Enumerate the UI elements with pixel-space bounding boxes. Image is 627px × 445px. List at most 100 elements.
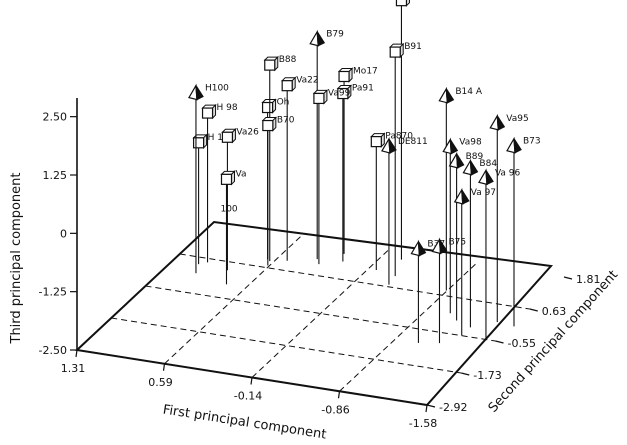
data-point: B70: [261, 116, 295, 266]
cube-marker: [338, 70, 350, 83]
y-tick-mark: [529, 308, 538, 312]
floor-grid-line-y: [179, 253, 530, 310]
cube-marker: [221, 131, 234, 143]
data-point: Pa870: [370, 132, 413, 270]
point-label: H 98: [217, 103, 238, 113]
point-label: B90: [410, 0, 428, 1]
data-point: B73: [506, 137, 541, 327]
x-tick-mark: [162, 363, 166, 371]
pyramid-marker-right: [388, 138, 397, 154]
cube-marker: [192, 137, 205, 149]
cube-marker: [220, 173, 233, 185]
floor-grid-line-y: [145, 285, 496, 342]
x-tick-mark: [337, 391, 341, 399]
x-axis-ticks: 1.31 0.59 -0.14 -0.86 -1.58: [61, 349, 437, 430]
data-point: Va: [220, 169, 246, 285]
y-axis-ticks: -2.92 -1.73 -0.55 0.63 1.81: [426, 273, 601, 414]
z-tick-label: -1.25: [39, 286, 67, 299]
pyramid-marker-right: [456, 153, 465, 169]
cube-marker: [389, 46, 401, 58]
data-point: H 112: [192, 133, 234, 265]
data-point: B79: [309, 30, 344, 260]
y-tick-mark: [563, 276, 573, 280]
point-annotation: 100: [220, 204, 237, 214]
point-label: B91: [404, 42, 422, 52]
pyramid-marker-right: [438, 239, 448, 255]
floor-plane: [74, 220, 554, 407]
pyramid-marker-right: [449, 139, 459, 155]
x-tick-label: 0.59: [148, 376, 173, 389]
point-label: Va95: [506, 114, 528, 124]
data-point: DE811: [381, 137, 428, 285]
point-label: Mo17: [353, 66, 378, 76]
cube-marker: [281, 80, 293, 92]
y-tick-mark: [495, 340, 504, 344]
point-label: DE811: [398, 137, 428, 147]
data-point: B75: [431, 237, 466, 344]
floor-grid: [111, 235, 530, 392]
data-point: Mo17: [337, 66, 378, 254]
data-point: B14 A: [438, 87, 483, 291]
floor-grid-line-x: [164, 235, 302, 365]
data-point: Va22: [280, 76, 319, 261]
z-tick-label: -2.50: [39, 344, 67, 357]
data-point: Va 97: [453, 188, 496, 336]
pyramid-marker-right: [496, 115, 506, 131]
z-axis-ticks: -2.50 -1.25 0 1.25 2.50: [39, 111, 77, 357]
cube-marker: [261, 101, 274, 114]
x-tick-label: -0.86: [321, 403, 349, 416]
pyramid-marker-right: [445, 88, 455, 104]
cube-marker: [370, 136, 382, 148]
cube-marker: [262, 119, 274, 132]
y-tick-mark: [461, 372, 470, 376]
data-point: Va95: [489, 114, 529, 323]
z-axis-title: Third principal component: [9, 172, 24, 344]
point-label: B89: [466, 152, 484, 162]
y-tick-label: 0.63: [542, 305, 567, 318]
x-tick-mark: [75, 349, 78, 358]
data-point: B90: [395, 0, 428, 260]
point-label: Va 96: [495, 168, 521, 178]
point-label: B84: [479, 159, 497, 169]
data-point: H 98: [201, 103, 238, 263]
y-tick-mark: [426, 404, 436, 408]
z-tick-label: 0: [60, 227, 67, 240]
data-point: Va 96: [478, 168, 521, 340]
data-point: H100: [188, 84, 229, 274]
floor-grid-line-y: [111, 317, 462, 374]
cube-marker: [201, 107, 214, 119]
point-label: B75: [448, 237, 466, 247]
floor-frame: [74, 220, 554, 407]
point-label: Pa870: [385, 132, 413, 142]
data-point: Va98: [442, 138, 482, 314]
floor-grid-line-x: [251, 249, 390, 378]
x-axis: 1.31 0.59 -0.14 -0.86 -1.58 First principal …: [61, 349, 437, 443]
z-axis: -2.50 -1.25 0 1.25 2.50 Third principal comp…: [9, 98, 78, 357]
z-tick-label: 1.25: [43, 169, 68, 182]
point-label: B70: [277, 116, 295, 126]
point-label: B14 A: [455, 87, 482, 97]
x-tick-label: -1.58: [409, 417, 437, 430]
y-axis-title: Second principal component: [486, 268, 621, 416]
point-label: H100: [205, 84, 229, 94]
point-label: Va: [235, 169, 246, 179]
point-label: Va 97: [471, 188, 496, 198]
point-label: B73: [523, 137, 541, 147]
cube-marker: [337, 87, 349, 100]
pyramid-marker-right: [316, 31, 326, 47]
x-tick-label: -0.14: [234, 390, 262, 403]
point-label: B88: [279, 55, 297, 65]
data-point: Pa91: [336, 84, 374, 262]
cube-marker: [264, 59, 276, 71]
data-point: B91: [389, 42, 422, 277]
point-label: Oh: [277, 98, 290, 108]
y-tick-label: -2.92: [439, 401, 467, 414]
point-label: B79: [326, 30, 344, 40]
pyramid-marker-right: [461, 189, 470, 205]
data-points: Mo17 B79 Oh B90 Va22 B88 Pa91 H 98 Va99 H 112 B70 P…: [188, 0, 541, 344]
point-label: Pa91: [352, 84, 374, 94]
data-point: Va26: [221, 127, 259, 271]
x-tick-mark: [250, 377, 253, 385]
y-tick-label: 1.81: [576, 273, 601, 286]
